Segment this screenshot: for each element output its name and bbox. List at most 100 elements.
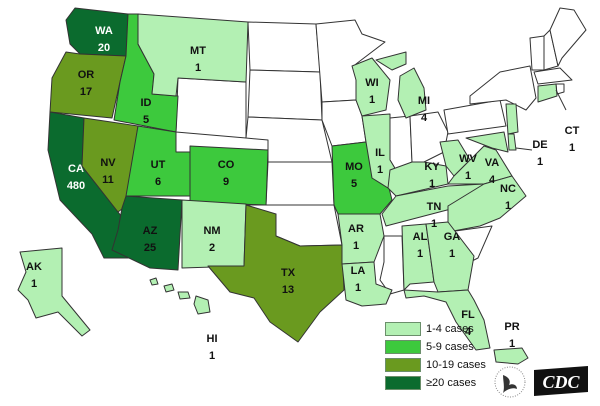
state-AR [337,213,385,265]
state-AL [401,223,435,291]
state-count-wi: 1 [369,94,375,106]
state-abbr-mi: MI [418,95,430,107]
state-abbr-wa: WA [95,25,113,37]
state-abbr-la: LA [351,265,366,277]
state-abbr-wv: WV [459,153,477,165]
state-MI [375,51,427,119]
state-abbr-al: AL [413,231,428,243]
state-CO [189,145,269,206]
state-count-ky: 1 [429,178,435,190]
state-abbr-ut: UT [151,159,166,171]
leader-line-ct [555,89,567,111]
state-abbr-or: OR [78,69,95,81]
legend-label: ≥20 cases [426,377,477,389]
legend-item-tier4: ≥20 cases [385,376,476,390]
state-abbr-nm: NM [203,225,220,237]
legend-label: 5-9 cases [426,341,474,353]
state-abbr-mo: MO [345,161,363,173]
hhs-eagle-icon [494,366,526,398]
state-abbr-ca: CA [68,163,84,175]
state-count-mo: 5 [351,178,357,190]
state-abbr-pr: PR [504,321,519,333]
state-count-ar: 1 [353,240,359,252]
state-count-de: 1 [537,156,543,168]
state-ME [549,7,587,67]
state-count-va: 4 [489,174,496,186]
state-abbr-tx: TX [281,267,296,279]
state-SD [247,69,323,121]
cdc-logo-text: CDC [542,372,580,392]
legend-swatch [385,376,421,390]
state-count-al: 1 [417,248,423,260]
state-CT [537,83,558,103]
state-abbr-mt: MT [190,45,206,57]
state-abbr-az: AZ [143,225,158,237]
state-MS [379,235,405,295]
state-abbr-id: ID [141,97,152,109]
legend-item-tier3: 10-19 cases [385,358,486,372]
state-NJ [505,103,519,135]
state-OH [409,111,449,163]
state-HI [149,277,211,315]
state-abbr-fl: FL [461,309,475,321]
legend-label: 10-19 cases [426,359,486,371]
state-abbr-nc: NC [500,183,516,195]
state-count-nv: 11 [102,174,114,186]
state-count-tn: 1 [431,218,437,230]
state-TX [207,204,345,343]
state-IN [389,115,413,171]
legend-item-tier2: 5-9 cases [385,340,474,354]
state-NY [469,65,537,111]
state-PA [443,99,507,135]
state-abbr-nv: NV [100,157,116,169]
leader-line-de [515,147,533,151]
state-count-la: 1 [355,282,361,294]
state-count-co: 9 [223,176,229,188]
state-ND [247,21,321,73]
state-count-id: 5 [143,114,149,126]
state-count-pr: 1 [509,338,515,350]
state-abbr-wi: WI [365,77,378,89]
state-abbr-co: CO [218,159,235,171]
state-DE [507,133,517,151]
state-OR [49,51,127,119]
state-count-hi: 1 [209,350,215,362]
state-abbr-tn: TN [427,201,442,213]
state-AZ [111,195,183,271]
state-MA [533,67,573,85]
state-count-fl: 4 [465,326,472,338]
legend-swatch [385,340,421,354]
state-count-or: 17 [80,86,92,98]
state-count-mi: 4 [421,112,428,124]
state-abbr-ga: GA [444,231,461,243]
legend-swatch [385,358,421,372]
state-VT [529,35,545,71]
state-abbr-hi: HI [207,333,218,345]
legend-item-tier1: 1-4 cases [385,322,474,336]
state-MT [137,13,249,97]
state-abbr-de: DE [532,139,547,151]
state-WI [351,57,391,117]
state-count-wa: 20 [98,42,110,54]
state-AK [17,247,91,337]
state-count-nc: 1 [505,200,511,212]
legend-label: 1-4 cases [426,323,474,335]
state-abbr-ak: AK [26,261,42,273]
state-KS [265,161,335,206]
state-count-ct: 1 [569,142,575,154]
state-count-ga: 1 [449,248,455,260]
state-WY [175,77,247,139]
legend-swatch [385,322,421,336]
state-abbr-ar: AR [348,223,364,235]
state-count-ut: 6 [155,176,161,188]
state-KY [387,161,449,197]
state-count-nm: 2 [209,242,215,254]
state-abbr-ky: KY [424,161,440,173]
state-MD [465,131,509,153]
state-LA [341,261,393,307]
state-count-ca: 480 [67,180,85,192]
state-count-wv: 1 [465,170,471,182]
state-abbr-il: IL [375,147,385,159]
